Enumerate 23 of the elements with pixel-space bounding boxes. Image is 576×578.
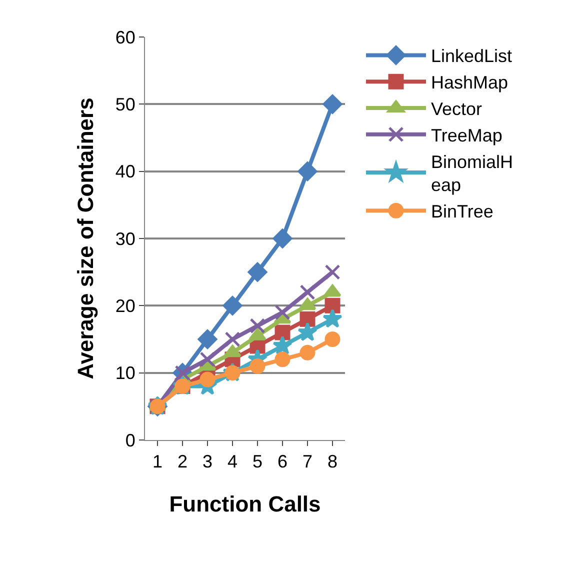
legend-label: LinkedList [431,46,512,66]
x-tick-label: 4 [227,452,238,472]
y-tick-label: 30 [115,228,136,249]
x-tick-label: 5 [252,452,263,472]
y-axis-title: Average size of Containers [73,98,98,380]
y-tick-label: 10 [115,363,136,384]
y-tick-label: 20 [115,296,136,316]
legend-label: BinTree [431,202,494,222]
y-tick-label: 60 [115,27,136,48]
legend-label: Vector [431,99,482,120]
y-tick-label: 40 [115,162,136,182]
x-axis-title: Function Calls [169,492,321,516]
x-tick-label: 6 [277,452,288,472]
x-tick-label: 7 [302,452,313,472]
x-tick-label: 3 [202,452,213,472]
y-tick-label: 50 [115,94,136,114]
x-tick-label: 8 [327,452,338,472]
x-tick-label: 1 [152,452,163,472]
legend-label: HashMap [431,72,508,93]
x-tick-label: 2 [177,452,188,472]
legend-label: BinomialHeap [431,152,514,196]
legend-label: TreeMap [431,125,502,146]
y-tick-label: 0 [125,430,136,450]
